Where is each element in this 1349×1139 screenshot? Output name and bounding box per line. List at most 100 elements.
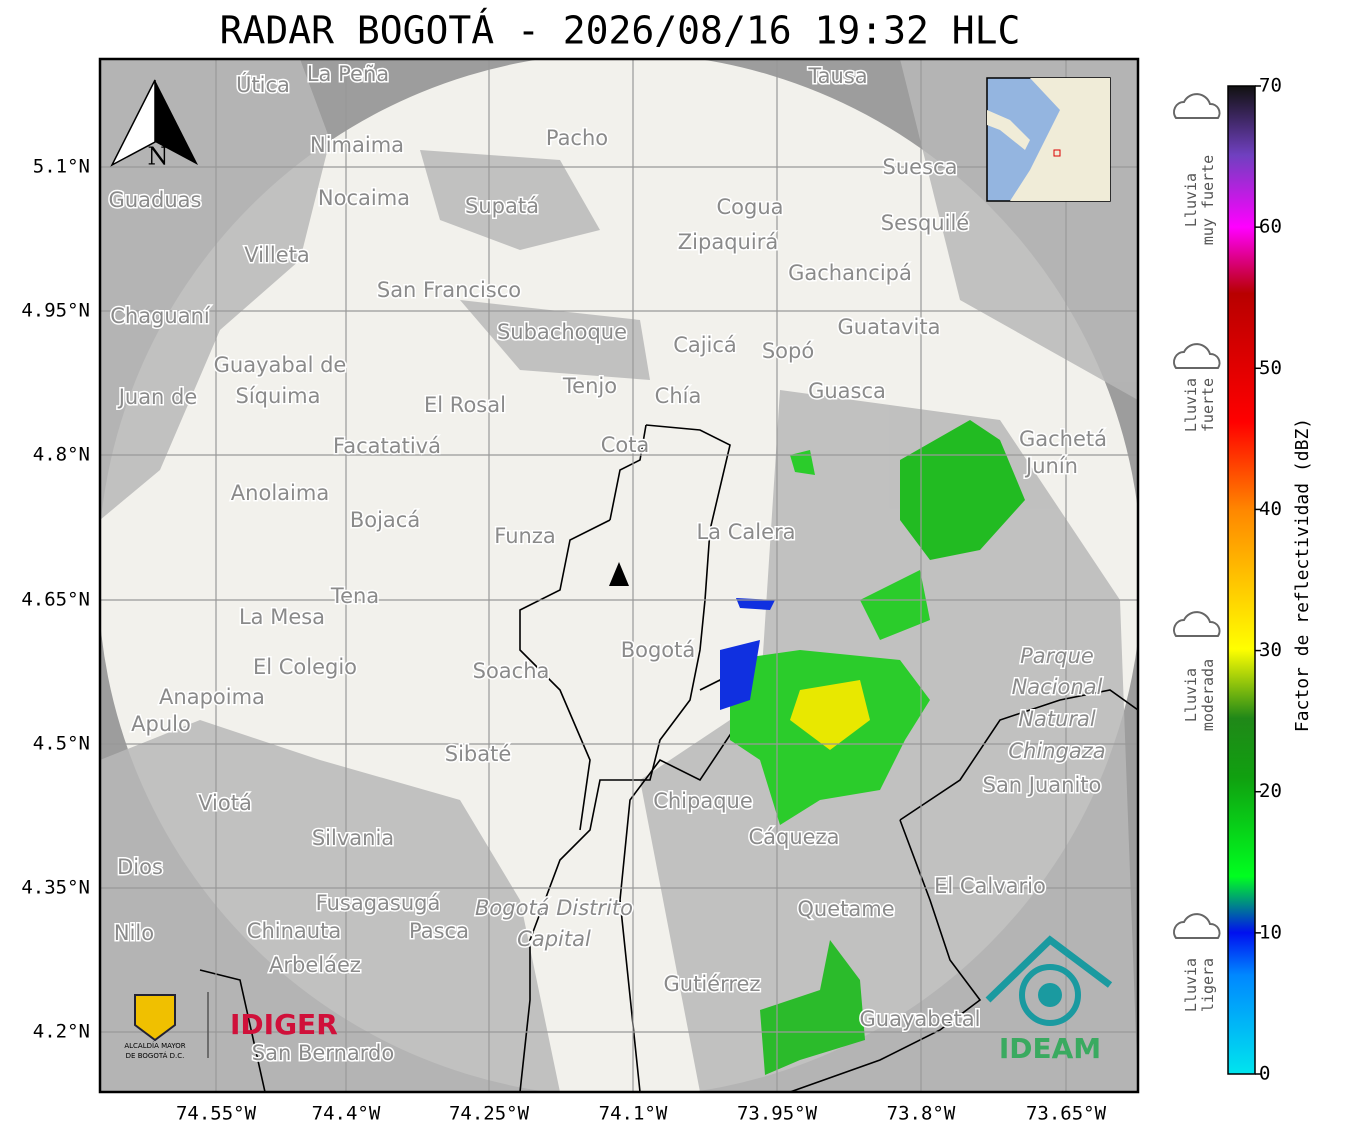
y-tick-label: 4.2°N [33,1021,90,1043]
place-label: Bojacá [350,508,420,532]
place-label: Nocaima [318,186,410,210]
place-label: San Francisco [377,278,521,302]
place-label: Subachoque [497,320,627,344]
place-label: Pasca [409,919,469,943]
place-label: Útica [236,72,290,97]
place-label: Bogotá Distrito [475,896,633,920]
colorbar [1227,85,1256,1075]
colorbar-tick-label: 0 [1259,1063,1270,1085]
map: La Peña Útica Tausa Pacho Nimaima Suesca Guadu… [100,59,1138,1092]
y-tick-label: 5.1°N [33,156,90,178]
place-label: Chía [655,384,702,408]
colorbar-tick-label: 50 [1259,357,1282,379]
place-label: Supatá [465,194,539,218]
place-label: Tena [330,584,379,608]
place-label: La Calera [696,520,795,544]
axes: 74.55°W 74.4°W 74.25°W 74.1°W 73.95°W 73.8°W 7… [21,156,1106,1125]
map-frame [98,57,1140,1094]
place-label: Silvania [312,826,394,850]
place-label: El Calvario [934,874,1046,898]
colorbar-tick-label: 70 [1259,75,1282,97]
rain-category: Lluvia [1182,173,1200,227]
x-tick-label: 73.8°W [887,1103,956,1125]
place-label: Cajicá [673,333,737,357]
rain-category: fuerte [1199,378,1217,432]
y-tick-label: 4.35°N [21,877,90,899]
place-label: Suesca [883,155,958,179]
rain-category: Lluvia [1182,958,1200,1012]
place-label: Bogotá [621,638,696,662]
place-label: Nilo [114,921,154,945]
place-label: Viotá [198,791,252,815]
grid [100,59,1138,1092]
place-label: El Rosal [424,393,506,417]
inset-map [986,77,1111,202]
idiger-logo: IDIGER [230,1008,338,1041]
radar-site [609,562,629,586]
place-label: Guasca [808,379,886,403]
rain-category: Lluvia [1182,378,1200,432]
place-label: La Peña [307,62,389,86]
alcaldia-line: ALCALDÍA MAYOR [124,1041,185,1050]
place-label: Dios [117,855,163,879]
place-label: Sibaté [445,742,512,766]
place-label: Pacho [546,126,608,150]
colorbar-tick-label: 20 [1259,780,1282,802]
x-tick-label: 73.95°W [737,1103,818,1125]
place-label: Síquima [236,384,321,408]
x-tick-label: 74.1°W [599,1103,668,1125]
weather-icon [1173,343,1221,369]
place-label: Sopó [762,339,814,363]
colorbar-tick-label: 40 [1259,498,1282,520]
place-label: Chipaque [653,789,753,813]
radar-echoes [720,420,1025,1075]
place-label: El Colegio [253,655,357,679]
x-tick-label: 74.55°W [176,1103,257,1125]
place-label: Natural [1018,707,1096,731]
place-label: Apulo [131,712,191,736]
weather-icon [1173,913,1221,939]
place-label: San Juanito [983,773,1102,797]
place-label: Guayabetal [860,1007,981,1031]
y-tick-label: 4.95°N [21,300,90,322]
place-label: Chinauta [247,919,341,943]
place-label: Nimaima [310,133,404,157]
place-label: Junín [1024,454,1078,478]
place-label: Arbeláez [269,953,361,977]
colorbar-label: Factor de reflectividad (dBZ) [1292,418,1313,732]
x-tick-label: 73.65°W [1026,1103,1107,1125]
place-label: Soacha [473,659,550,683]
place-label: Funza [494,524,555,548]
place-label: La Mesa [239,605,325,629]
place-label: Chingaza [1008,739,1105,763]
place-label: Cogua [716,195,783,219]
place-label: Anapoima [159,685,265,709]
place-label: Tausa [807,64,867,88]
place-label: Cáqueza [749,825,840,849]
place-label: Capital [517,927,591,951]
place-label: Zipaquirá [678,230,778,254]
y-tick-label: 4.8°N [33,444,90,466]
place-label: Quetame [797,897,894,921]
x-tick-label: 74.25°W [449,1103,530,1125]
place-labels: La Peña Útica Tausa Pacho Nimaima Suesca Guadu… [107,61,1108,1067]
place-label: Fusagasugá [316,891,441,915]
place-label: Nacional [1012,675,1103,699]
place-label: Gutiérrez [664,972,761,996]
place-label: Chaguaní [110,304,211,328]
rain-category: Lluvia [1182,668,1200,722]
place-label: Sesquilé [881,211,969,235]
colorbar-tick-label: 60 [1259,216,1282,238]
y-tick-label: 4.5°N [33,733,90,755]
colorbar-tick-label: 30 [1259,639,1282,661]
place-label: Tenjo [562,374,617,398]
north-label: N [148,143,169,171]
ideam-logo: IDEAM [999,1032,1101,1065]
place-label: Guayabal de [214,353,347,377]
place-label: Gachancipá [788,261,912,285]
place-label: Gachetá [1019,427,1107,451]
